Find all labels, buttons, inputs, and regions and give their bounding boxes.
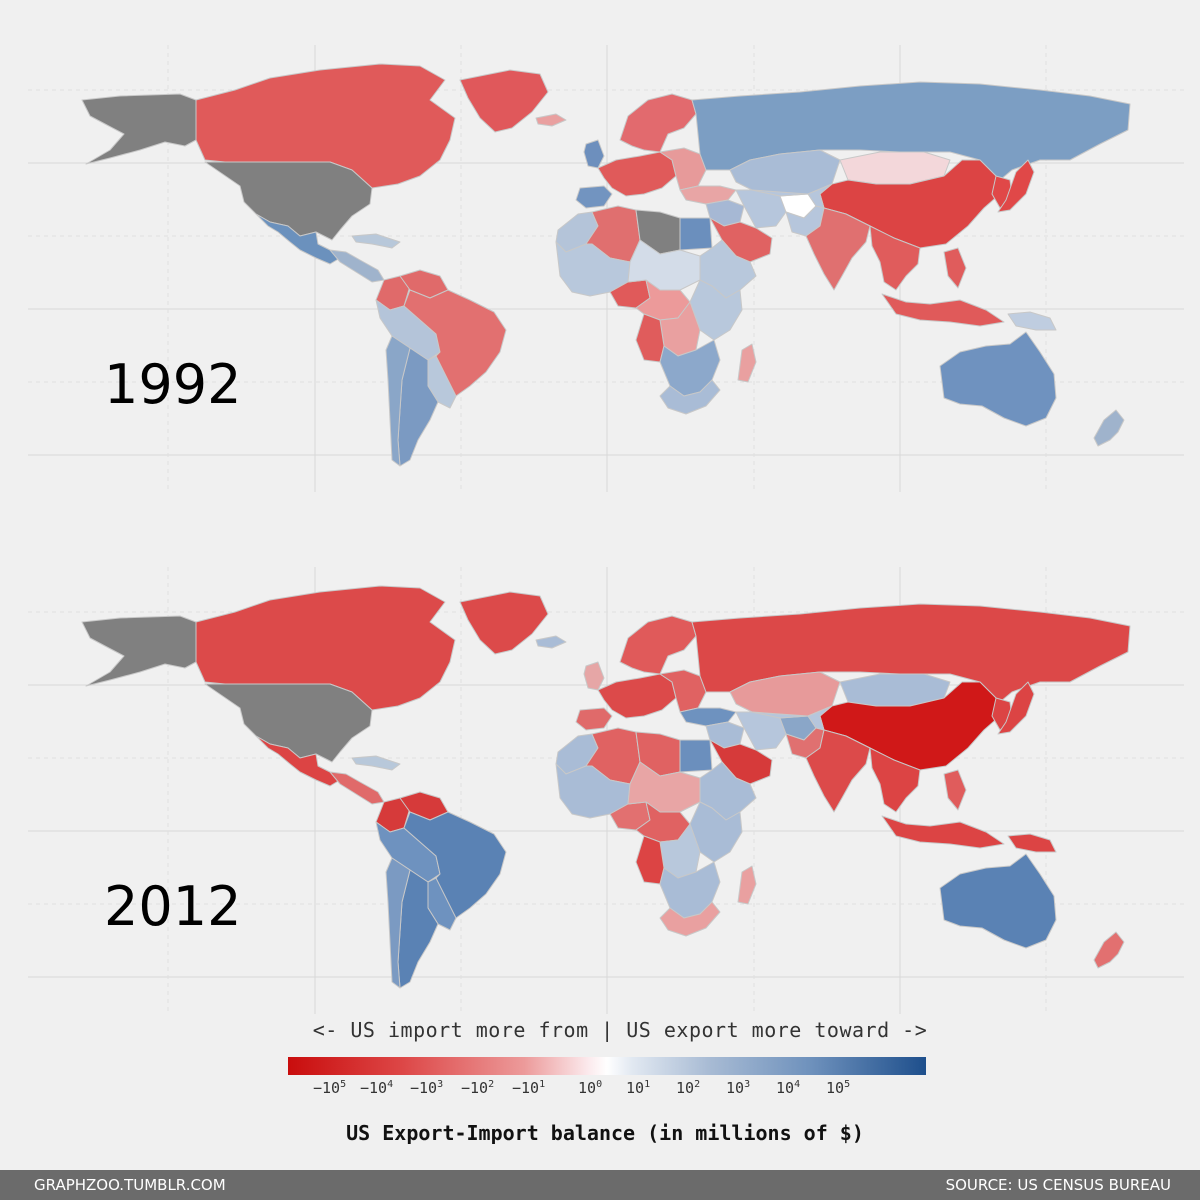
year-label-1992: 1992 <box>104 353 242 416</box>
country-madagascar <box>737 343 757 383</box>
country-indonesia <box>881 815 1005 849</box>
country-brazil <box>403 811 507 919</box>
country-indonesia <box>881 293 1005 327</box>
country-india <box>805 729 871 813</box>
country-central-america <box>329 771 385 805</box>
country-madagascar <box>737 865 757 905</box>
country-scandinavia <box>619 93 697 153</box>
legend-tick-label: −104 <box>360 1079 394 1097</box>
legend-tick-label: −103 <box>410 1079 444 1097</box>
legend-tick-label: 102 <box>676 1079 701 1097</box>
country-south-africa <box>659 901 721 937</box>
country-png <box>1007 833 1057 853</box>
country-chile <box>385 857 411 989</box>
legend-tick-label: 104 <box>776 1079 801 1097</box>
country-new-zealand <box>1093 409 1125 447</box>
country-australia <box>939 331 1057 427</box>
year-label-2012: 2012 <box>104 875 242 938</box>
country-alaska <box>81 615 197 687</box>
country-iberia <box>575 707 613 731</box>
country-central-asia <box>751 183 833 209</box>
country-egypt <box>679 217 713 251</box>
country-uk-ireland <box>583 139 605 169</box>
country-chile <box>385 335 411 467</box>
legend-tick-label: −102 <box>461 1079 495 1097</box>
country-turkey <box>679 185 737 205</box>
map-panel-1992: 1992 <box>0 0 1200 500</box>
country-central-america <box>329 249 385 283</box>
country-iceland <box>535 113 567 127</box>
world-map-2012 <box>28 567 1184 1014</box>
country-caribbean <box>351 755 401 771</box>
legend-tick-label: 101 <box>626 1079 651 1097</box>
country-japan <box>997 681 1035 735</box>
legend-colorbar <box>288 1057 926 1075</box>
country-se-asia <box>869 225 921 291</box>
country-usa <box>204 683 373 763</box>
footer-source: SOURCE: US CENSUS BUREAU <box>945 1176 1171 1194</box>
country-iberia <box>575 185 613 209</box>
country-greenland <box>459 591 549 655</box>
country-new-zealand <box>1093 931 1125 969</box>
country-brazil <box>403 289 507 397</box>
country-iceland <box>535 635 567 649</box>
legend-tick-label: 100 <box>578 1079 603 1097</box>
legend-ticks: −105 −104 −103 −102 −101 100 101 102 103 104 105 <box>0 1079 1200 1103</box>
map-panel-2012: 2012 <box>0 522 1200 1022</box>
country-western-europe <box>597 673 677 719</box>
country-se-asia <box>869 747 921 813</box>
legend-direction-caption: <- US import more from | US export more … <box>312 1018 928 1042</box>
country-philippines <box>943 247 967 289</box>
country-alaska <box>81 93 197 165</box>
country-scandinavia <box>619 615 697 675</box>
country-australia <box>939 853 1057 949</box>
world-map-1992 <box>28 45 1184 492</box>
legend-title: US Export-Import balance (in millions of… <box>346 1121 864 1145</box>
country-philippines <box>943 769 967 811</box>
country-south-africa <box>659 379 721 415</box>
legend-tick-label: 105 <box>826 1079 851 1097</box>
legend-tick-label: −105 <box>313 1079 347 1097</box>
country-india <box>805 207 871 291</box>
country-usa <box>204 161 373 241</box>
country-angola <box>635 313 665 363</box>
footer-credit: GRAPHZOO.TUMBLR.COM <box>34 1176 226 1194</box>
country-central-asia <box>751 705 833 731</box>
country-turkey <box>679 707 737 727</box>
country-uk-ireland <box>583 661 605 691</box>
country-greenland <box>459 69 549 133</box>
legend-tick-label: 103 <box>726 1079 751 1097</box>
country-png <box>1007 311 1057 331</box>
footer-bar: GRAPHZOO.TUMBLR.COM SOURCE: US CENSUS BU… <box>0 1170 1200 1200</box>
country-egypt <box>679 739 713 773</box>
country-western-europe <box>597 151 677 197</box>
country-caribbean <box>351 233 401 249</box>
country-angola <box>635 835 665 885</box>
country-japan <box>997 159 1035 213</box>
legend-tick-label: −101 <box>512 1079 546 1097</box>
